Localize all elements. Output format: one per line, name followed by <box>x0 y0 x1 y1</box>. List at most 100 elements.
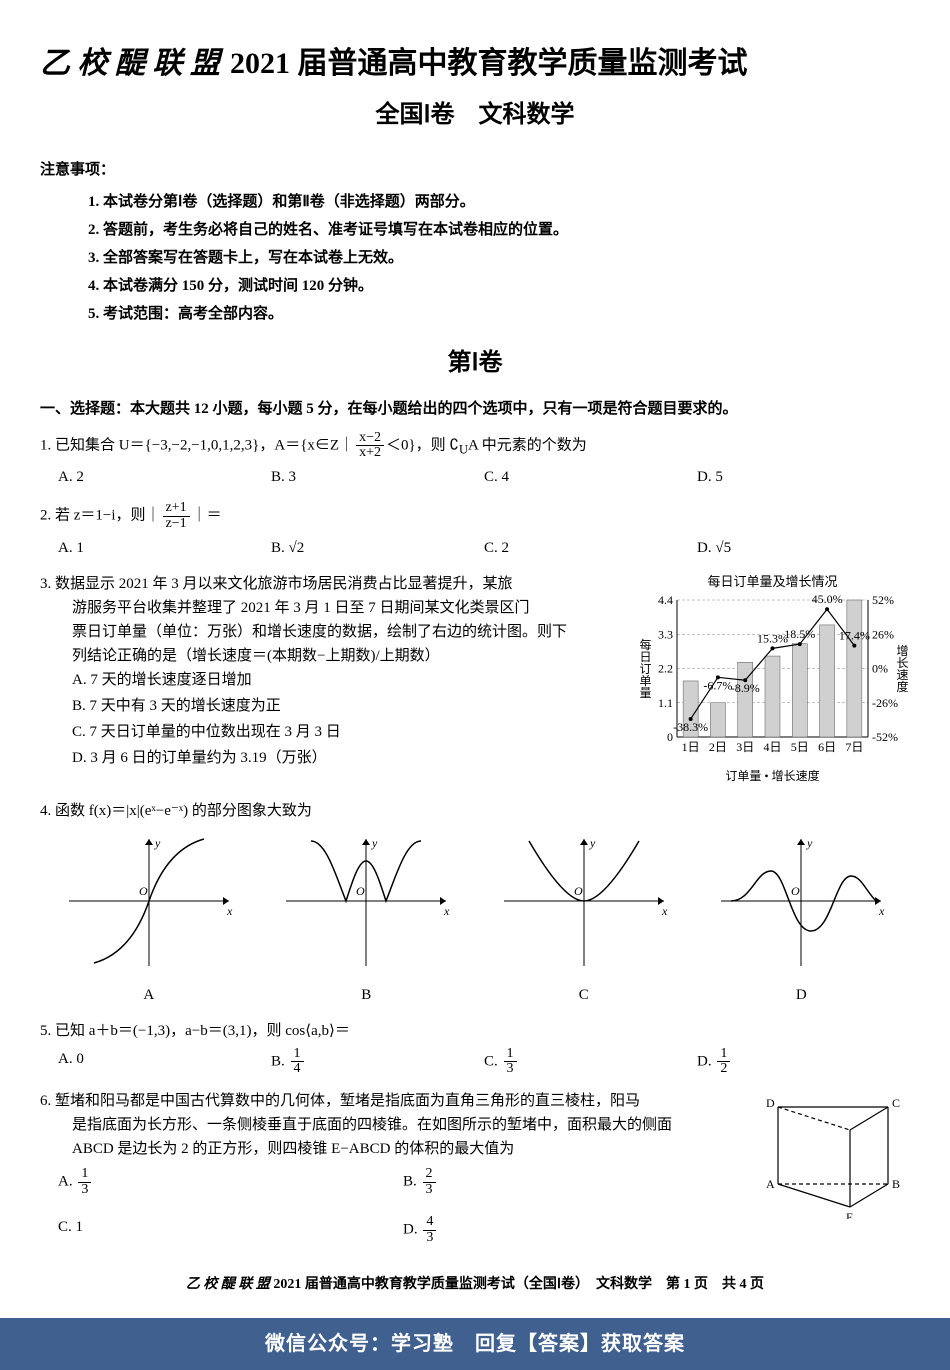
svg-text:26%: 26% <box>872 628 894 642</box>
svg-text:y: y <box>371 836 378 850</box>
q5-opt-b: B. 14 <box>271 1047 484 1077</box>
svg-text:A: A <box>766 1177 775 1191</box>
q1-options: A. 2 B. 3 C. 4 D. 5 <box>40 465 910 489</box>
q6-a-pre: A. <box>58 1174 76 1190</box>
q5-options: A. 0 B. 14 C. 13 D. 12 <box>40 1047 910 1077</box>
svg-text:C: C <box>892 1096 900 1110</box>
q6-l2: 是指底面为长方形、一条侧棱垂直于底面的四棱锥。在如图所示的堑堵中，面积最大的侧面 <box>40 1113 748 1137</box>
q6-opt-c: C. 1 <box>58 1215 403 1245</box>
q6-figure-svg: A B C D E <box>760 1089 910 1219</box>
q3-opt-c: C. 7 天日订单量的中位数出现在 3 月 3 日 <box>72 720 625 744</box>
q5-c-pre: C. <box>484 1053 502 1069</box>
svg-text:1日: 1日 <box>682 740 700 754</box>
q1-opt-a: A. 2 <box>58 465 271 489</box>
footer: 乙 校 醍 联 盟 2021 届普通高中教育教学质量监测考试（全国Ⅰ卷） 文科数… <box>40 1274 910 1296</box>
svg-text:4日: 4日 <box>763 740 781 754</box>
svg-text:45.0%: 45.0% <box>812 594 843 606</box>
q6-opt-b: B. 23 <box>403 1167 748 1197</box>
header: 乙 校 醍 联 盟 2021 届普通高中教育教学质量监测考试 <box>40 40 910 88</box>
q3-text: 3. 数据显示 2021 年 3 月以来文化旅游市场居民消费占比显著提升，某旅 … <box>40 572 625 772</box>
exam-page: 乙 校 醍 联 盟 2021 届普通高中教育教学质量监测考试 全国Ⅰ卷 文科数学… <box>0 0 950 1306</box>
svg-text:O: O <box>139 884 148 898</box>
q3-opt-d: D. 3 月 6 日的订单量约为 3.19（万张） <box>72 746 625 770</box>
mc-instructions: 一、选择题：本大题共 12 小题，每小题 5 分，在每小题给出的四个选项中，只有… <box>40 397 910 421</box>
svg-text:52%: 52% <box>872 594 894 607</box>
svg-text:x: x <box>226 904 233 918</box>
svg-text:y: y <box>589 836 596 850</box>
q3-options: A. 7 天的增长速度逐日增加 B. 7 天中有 3 天的增长速度为正 C. 7… <box>40 668 625 770</box>
q1-frac-n: x−2 <box>356 431 384 447</box>
svg-text:y: y <box>154 836 161 850</box>
q6-b-d: 3 <box>423 1183 436 1198</box>
q4-graph-b: Ox y <box>276 831 456 971</box>
svg-text:x: x <box>878 904 885 918</box>
question-3: 3. 数据显示 2021 年 3 月以来文化旅游市场居民消费占比显著提升，某旅 … <box>40 572 910 787</box>
svg-text:-38.3%: -38.3% <box>673 720 708 734</box>
q6-figure: A B C D E <box>760 1089 910 1246</box>
svg-text:D: D <box>766 1096 775 1110</box>
svg-text:增长速度: 增长速度 <box>895 644 909 692</box>
question-2: 2. 若 z＝1−i，则｜z+1z−1｜＝ A. 1 B. √2 C. 2 D.… <box>40 501 910 559</box>
q5-d-d: 2 <box>717 1062 730 1077</box>
svg-text:-52%: -52% <box>872 730 898 744</box>
q2-stem-b: ｜＝ <box>192 508 222 524</box>
q6-l3: ABCD 是边长为 2 的正方形，则四棱锥 E−ABCD 的体积的最大值为 <box>40 1137 748 1161</box>
q4-label-a: A <box>40 983 258 1007</box>
logo-text: 乙 校 醍 联 盟 <box>40 40 220 88</box>
question-6: 6. 堑堵和阳马都是中国古代算数中的几何体，堑堵是指底面为直角三角形的直三棱柱，… <box>40 1089 910 1246</box>
svg-text:0: 0 <box>667 730 673 744</box>
q4-graphs: OxyA OxyB OxyC OxyD <box>40 831 910 1007</box>
q1-stem-c: A 中元素的个数为 <box>468 437 587 453</box>
q3-opt-a: A. 7 天的增长速度逐日增加 <box>72 668 625 692</box>
q5-d-n: 1 <box>717 1047 730 1063</box>
svg-text:17.4%: 17.4% <box>839 629 870 643</box>
q2-frac-n: z+1 <box>163 501 190 517</box>
svg-text:18.5%: 18.5% <box>784 627 815 641</box>
q2-opt-d: D. √5 <box>697 536 910 560</box>
svg-text:每日订单量: 每日订单量 <box>638 637 652 698</box>
q2-opt-c: C. 2 <box>484 536 697 560</box>
svg-text:6日: 6日 <box>818 740 836 754</box>
q6-options: A. 13 B. 23 C. 1 D. 43 <box>40 1167 748 1246</box>
q4-label-b: B <box>258 983 476 1007</box>
q2-opt-b: B. √2 <box>271 536 484 560</box>
q6-d-d: 3 <box>423 1231 436 1246</box>
q2-stem-a: 2. 若 z＝1−i，则｜ <box>40 508 161 524</box>
svg-text:B: B <box>892 1177 900 1191</box>
svg-text:5日: 5日 <box>791 740 809 754</box>
q6-opt-d: D. 43 <box>403 1215 748 1245</box>
question-4: 4. 函数 f(x)＝|x|(eˣ−e⁻ˣ) 的部分图象大致为 OxyA Oxy… <box>40 799 910 1007</box>
svg-text:x: x <box>443 904 450 918</box>
q1-frac-d: x+2 <box>356 446 384 461</box>
q6-b-pre: B. <box>403 1174 421 1190</box>
svg-text:-8.9%: -8.9% <box>731 682 760 696</box>
q3-l2: 游服务平台收集并整理了 2021 年 3 月 1 日至 7 日期间某文化类景区门 <box>40 596 625 620</box>
svg-text:2日: 2日 <box>709 740 727 754</box>
q4-label-d: D <box>693 983 911 1007</box>
svg-text:x: x <box>661 904 668 918</box>
notice-item: 2. 答题前，考生务必将自己的姓名、准考证号填写在本试卷相应的位置。 <box>88 218 910 242</box>
svg-text:3日: 3日 <box>736 740 754 754</box>
q3-opt-b: B. 7 天中有 3 天的增长速度为正 <box>72 694 625 718</box>
notice-item: 3. 全部答案写在答题卡上，写在本试卷上无效。 <box>88 246 910 270</box>
watermark: 微信公众号：学习塾 回复【答案】获取答案 <box>0 1318 950 1370</box>
q1-opt-c: C. 4 <box>484 465 697 489</box>
q6-d-pre: D. <box>403 1222 421 1238</box>
svg-text:E: E <box>846 1210 853 1219</box>
svg-text:O: O <box>574 884 583 898</box>
q3-l4: 列结论正确的是（增长速度＝(本期数−上期数)/上期数） <box>40 644 625 668</box>
q5-d-pre: D. <box>697 1053 715 1069</box>
q5-b-d: 4 <box>291 1062 304 1077</box>
q6-b-n: 2 <box>423 1167 436 1183</box>
q1-opt-b: B. 3 <box>271 465 484 489</box>
svg-text:O: O <box>356 884 365 898</box>
q5-c-d: 3 <box>504 1062 517 1077</box>
q3-l1: 3. 数据显示 2021 年 3 月以来文化旅游市场居民消费占比显著提升，某旅 <box>40 572 625 596</box>
notice-list: 1. 本试卷分第Ⅰ卷（选择题）和第Ⅱ卷（非选择题）两部分。 2. 答题前，考生务… <box>40 190 910 326</box>
q3-chart-title: 每日订单量及增长情况 <box>635 572 910 593</box>
svg-text:-26%: -26% <box>872 696 898 710</box>
q6-a-n: 1 <box>78 1167 91 1183</box>
svg-text:0%: 0% <box>872 662 888 676</box>
q5-b-n: 1 <box>291 1047 304 1063</box>
q2-opt-a: A. 1 <box>58 536 271 560</box>
